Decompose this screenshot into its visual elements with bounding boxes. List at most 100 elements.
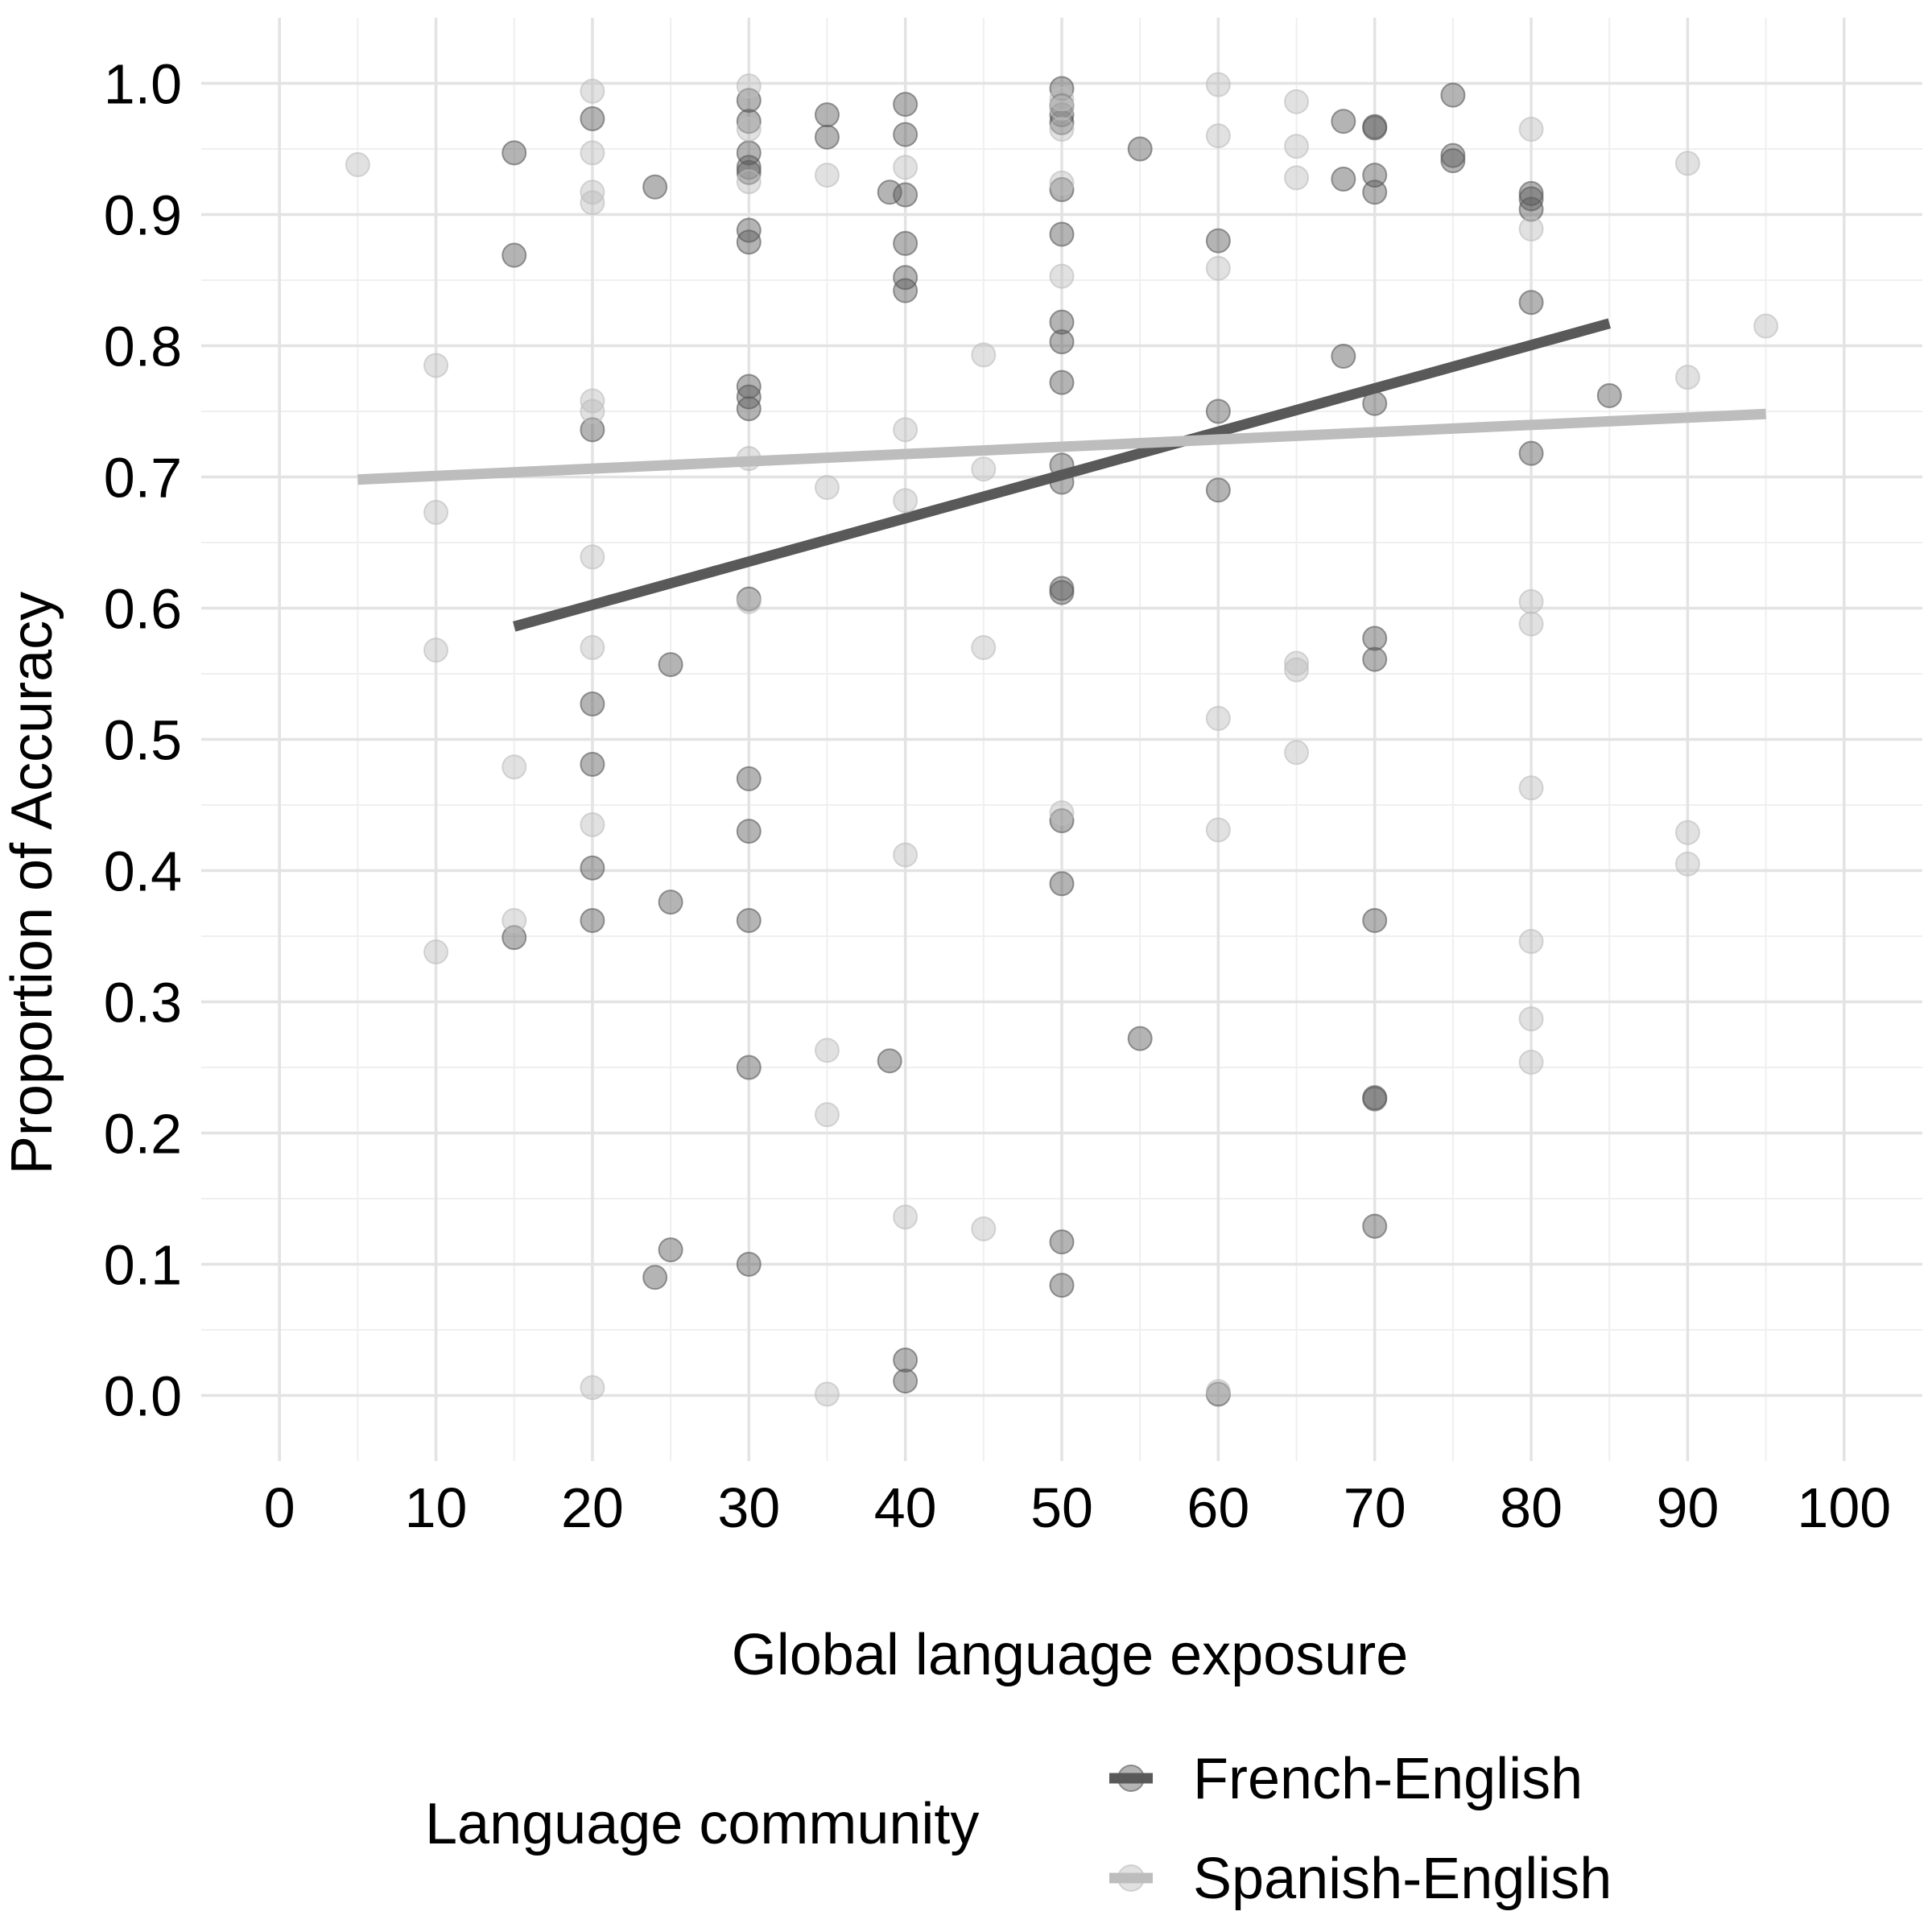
- data-point-spanish-english: [1205, 72, 1231, 97]
- data-point-french-english: [736, 109, 762, 134]
- data-point-french-english: [893, 230, 919, 256]
- data-point-spanish-english: [1284, 657, 1310, 683]
- data-point-spanish-english: [502, 907, 527, 933]
- data-point-french-english: [658, 652, 683, 678]
- data-point-french-english: [1362, 1086, 1388, 1112]
- x-tick-label: 20: [561, 1476, 624, 1539]
- data-point-french-english: [1362, 625, 1388, 651]
- data-point-spanish-english: [1518, 1006, 1544, 1032]
- data-point-spanish-english: [893, 842, 919, 868]
- data-point-french-english: [893, 92, 919, 118]
- data-point-spanish-english: [971, 342, 997, 368]
- data-point-spanish-english: [893, 488, 919, 514]
- data-point-french-english: [658, 1237, 683, 1263]
- data-point-french-english: [893, 1347, 919, 1373]
- data-point-spanish-english: [1674, 819, 1700, 845]
- x-tick-label: 70: [1344, 1476, 1406, 1539]
- x-tick-label: 40: [874, 1476, 937, 1539]
- data-point-spanish-english: [1205, 817, 1231, 843]
- data-point-french-english: [1127, 136, 1153, 162]
- data-point-french-english: [1049, 76, 1075, 101]
- data-point-spanish-english: [1205, 123, 1231, 149]
- data-point-french-english: [877, 180, 902, 205]
- x-tick-label: 10: [405, 1476, 468, 1539]
- legend: Language community French-English Spanis…: [425, 1747, 1612, 1911]
- y-tick-label: 0.3: [104, 972, 182, 1034]
- data-point-french-english: [736, 907, 762, 933]
- data-point-french-english: [1362, 907, 1388, 933]
- data-point-french-english: [736, 1252, 762, 1277]
- data-point-french-english: [580, 417, 605, 443]
- data-point-french-english: [1049, 580, 1075, 605]
- data-point-french-english: [736, 374, 762, 399]
- data-point-french-english: [1331, 109, 1356, 134]
- data-point-spanish-english: [1518, 775, 1544, 801]
- x-tick-label: 30: [717, 1476, 780, 1539]
- grid-lines: [201, 18, 1922, 1461]
- data-point-french-english: [1127, 1026, 1153, 1051]
- data-point-french-english: [1440, 142, 1466, 168]
- data-point-french-english: [736, 766, 762, 791]
- data-point-french-english: [1518, 290, 1544, 316]
- data-point-spanish-english: [814, 163, 840, 188]
- legend-item-spanish-english: Spanish-English: [1109, 1847, 1612, 1911]
- data-point-spanish-english: [580, 190, 605, 216]
- data-point-french-english: [1205, 477, 1231, 503]
- data-point-french-english: [502, 925, 527, 951]
- data-point-french-english: [893, 265, 919, 291]
- data-point-french-english: [877, 1048, 902, 1074]
- data-point-spanish-english: [736, 169, 762, 195]
- y-tick-label: 0.6: [104, 578, 182, 641]
- legend-label-french-english: French-English: [1193, 1747, 1583, 1811]
- data-point-spanish-english: [736, 588, 762, 614]
- data-point-spanish-english: [1049, 800, 1075, 826]
- data-point-french-english: [1518, 196, 1544, 222]
- data-point-french-english: [736, 229, 762, 255]
- data-point-french-english: [1518, 186, 1544, 212]
- data-point-french-english: [736, 159, 762, 185]
- data-point-french-english: [1362, 180, 1388, 205]
- data-point-french-english: [1362, 115, 1388, 141]
- data-point-french-english: [1596, 382, 1622, 408]
- data-point-french-english: [1049, 369, 1075, 395]
- data-point-spanish-english: [1205, 705, 1231, 731]
- data-point-spanish-english: [1049, 170, 1075, 196]
- data-point-spanish-english: [893, 155, 919, 180]
- data-point-french-english: [580, 751, 605, 777]
- data-point-french-english: [1049, 452, 1075, 478]
- legend-key-point-french-english: [1117, 1765, 1145, 1792]
- data-point-spanish-english: [893, 417, 919, 443]
- data-point-spanish-english: [1049, 263, 1075, 289]
- data-point-french-english: [736, 819, 762, 844]
- data-point-french-english: [1362, 163, 1388, 188]
- data-point-french-english: [1049, 1273, 1075, 1298]
- data-point-spanish-english: [736, 446, 762, 472]
- data-point-spanish-english: [580, 398, 605, 424]
- data-point-spanish-english: [1674, 365, 1700, 390]
- data-point-spanish-english: [1518, 117, 1544, 142]
- data-point-french-english: [1049, 469, 1075, 495]
- data-point-spanish-english: [580, 1375, 605, 1401]
- data-point-spanish-english: [1205, 255, 1231, 281]
- data-point-spanish-english: [971, 634, 997, 660]
- y-tick-label: 0.0: [104, 1365, 182, 1428]
- data-point-french-english: [1049, 177, 1075, 203]
- data-point-spanish-english: [971, 456, 997, 482]
- data-point-french-english: [814, 124, 840, 150]
- trend-line-french-english: [512, 318, 1612, 632]
- data-point-spanish-english: [736, 117, 762, 142]
- data-point-french-english: [893, 122, 919, 147]
- data-point-spanish-english: [1518, 1049, 1544, 1075]
- x-axis-ticks: 0 10 20 30 40 50 60 70 80 90 100: [264, 1476, 1892, 1539]
- legend-label-spanish-english: Spanish-English: [1193, 1847, 1612, 1911]
- y-tick-label: 0.2: [104, 1103, 182, 1166]
- data-point-french-english: [580, 907, 605, 933]
- y-tick-label: 0.7: [104, 447, 182, 510]
- data-point-spanish-english: [1284, 740, 1310, 766]
- data-point-french-english: [893, 182, 919, 208]
- data-point-french-english: [736, 155, 762, 180]
- y-tick-label: 0.8: [104, 316, 182, 378]
- data-point-french-english: [1362, 390, 1388, 416]
- data-point-spanish-english: [1284, 89, 1310, 114]
- data-point-french-english: [1205, 398, 1231, 424]
